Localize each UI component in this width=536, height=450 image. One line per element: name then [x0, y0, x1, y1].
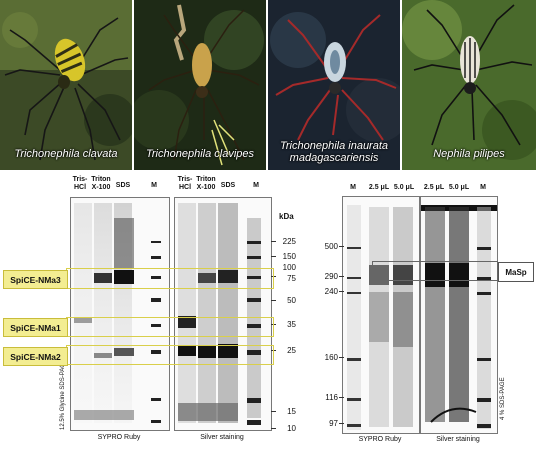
gel-method-label: 12.5% Glycine SDS-PAGE: [60, 359, 66, 430]
kda-unit-label: kDa: [279, 212, 294, 221]
gel-sypro-ruby-right: [342, 196, 420, 434]
spider-image: [268, 0, 400, 170]
marker-label-290: 290: [324, 272, 338, 281]
species-caption: Trichonephila clavata: [14, 148, 118, 160]
tag-spice-nma1: SpiCE-NMa1: [3, 318, 68, 337]
marker-label-100: 100: [282, 263, 296, 272]
lane-header-sds: SDS: [220, 182, 236, 189]
highlight-band-nma3: [66, 268, 274, 289]
lane-header-2-5ul: 2.5 μL: [423, 184, 445, 191]
marker-label-35: 35: [287, 320, 296, 329]
marker-label-25: 25: [287, 346, 296, 355]
photo-trichonephila-clavata: Trichonephila clavata: [0, 0, 132, 170]
marker-label-240: 240: [324, 287, 338, 296]
marker-tick: [339, 291, 344, 292]
highlight-band-nma1: [66, 317, 274, 337]
photo-trichonephila-inaurata: Trichonephila inaurata madagascariensis: [268, 0, 400, 170]
masp-label: MaSp: [498, 262, 534, 282]
lane-header-marker: M: [253, 182, 259, 189]
photo-trichonephila-clavipes: Trichonephila clavipes: [134, 0, 266, 170]
marker-tick: [339, 246, 344, 247]
gel-label-sypro-ruby: SYPRO Ruby: [358, 436, 402, 443]
marker-tick: [271, 256, 276, 257]
marker-tick: [271, 428, 276, 429]
lane-header-marker: M: [151, 182, 157, 189]
tag-spice-nma3: SpiCE-NMa3: [3, 270, 68, 289]
masp-highlight-box: [372, 261, 498, 281]
spider-image: [134, 0, 266, 170]
lane-header-5-0ul: 5.0 μL: [393, 184, 415, 191]
marker-label-150: 150: [282, 252, 296, 261]
marker-tick: [339, 276, 344, 277]
lane-header-triton: Triton X-100: [196, 176, 216, 191]
lane-header-marker: M: [480, 184, 486, 191]
gel-silver-staining-left: [174, 197, 272, 431]
lane-header-sds: SDS: [115, 182, 131, 189]
marker-label-50: 50: [287, 296, 296, 305]
marker-tick: [271, 300, 276, 301]
marker-tick: [339, 357, 344, 358]
gel-sypro-ruby-left: [70, 197, 170, 431]
lane-header-triton: Triton X-100: [91, 176, 111, 191]
marker-label-15: 15: [287, 407, 296, 416]
photo-nephila-pilipes: Nephila pilipes: [402, 0, 536, 170]
lane-header-marker: M: [350, 184, 356, 191]
gel-label-silver-staining: Silver staining: [200, 434, 244, 441]
lane-header-tris-hcl: Tris-HCl: [177, 176, 193, 191]
lane-header-2-5ul: 2.5 μL: [368, 184, 390, 191]
marker-label-500: 500: [324, 242, 338, 251]
marker-label-97: 97: [329, 419, 338, 428]
species-caption: Trichonephila inaurata madagascariensis: [279, 140, 389, 164]
marker-label-160: 160: [324, 353, 338, 362]
gel-label-silver-staining: Silver staining: [436, 436, 480, 443]
spider-image: [402, 0, 536, 170]
species-caption: Trichonephila clavipes: [145, 148, 255, 160]
gel-silver-staining-right: [420, 196, 498, 434]
gel-label-sypro-ruby: SYPRO Ruby: [97, 434, 141, 441]
highlight-band-nma2: [66, 345, 274, 365]
marker-tick: [271, 241, 276, 242]
gel-method-label: 4 % SDS-PAGE: [500, 377, 506, 420]
lane-header-tris-hcl: Tris-HCl: [72, 176, 88, 191]
species-caption: Nephila pilipes: [433, 148, 505, 160]
tag-spice-nma2: SpiCE-NMa2: [3, 347, 68, 366]
marker-label-116: 116: [325, 393, 338, 402]
marker-label-75: 75: [287, 274, 296, 283]
marker-tick: [339, 423, 344, 424]
marker-label-10: 10: [287, 424, 296, 433]
marker-label-225: 225: [282, 237, 296, 246]
marker-tick: [339, 397, 344, 398]
lane-header-5-0ul: 5.0 μL: [448, 184, 470, 191]
marker-tick: [271, 411, 276, 412]
spider-image: [0, 0, 132, 170]
